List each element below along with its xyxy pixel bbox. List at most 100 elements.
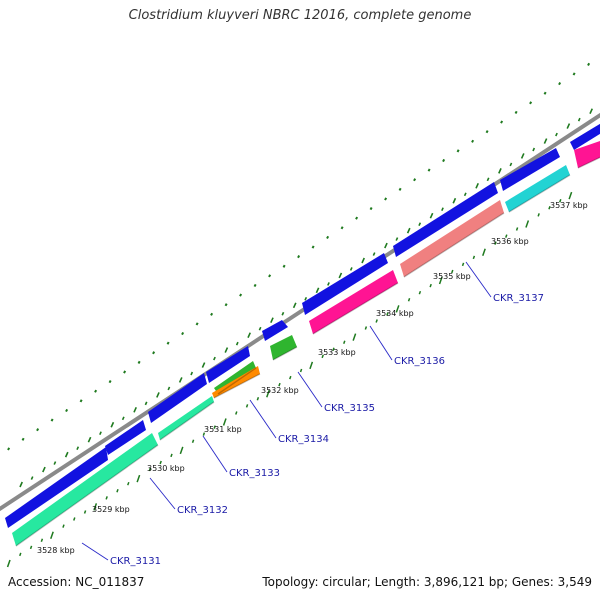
forward-cds xyxy=(148,373,207,423)
mid-dash xyxy=(201,362,206,368)
kbp-labels: 3528 kbp 3529 kbp 3530 kbp 3531 kbp 3532 kbp… xyxy=(37,201,588,555)
forward-cds xyxy=(105,420,146,455)
outer-dot xyxy=(152,351,156,355)
inner-tick xyxy=(364,326,368,330)
kbp-label: 3531 kbp xyxy=(204,425,242,434)
inner-tick xyxy=(386,312,389,316)
mid-dash xyxy=(19,481,23,488)
kbp-label: 3528 kbp xyxy=(37,546,75,555)
gene-label: CKR_3131 xyxy=(110,556,161,567)
mid-dash xyxy=(349,267,353,271)
outer-dot xyxy=(108,380,112,384)
reverse-feature xyxy=(309,270,398,334)
outer-dot xyxy=(413,178,417,182)
outer-dot xyxy=(210,312,214,316)
mid-dash xyxy=(463,192,467,197)
mid-dash xyxy=(315,287,320,294)
mid-dash xyxy=(247,332,251,338)
mid-dash xyxy=(133,407,137,413)
gene-label-leader xyxy=(369,325,393,361)
gene-labels: CKR_3131 CKR_3132 CKR_3133 CKR_3134 CKR_3135… xyxy=(81,261,544,567)
inner-tick xyxy=(559,198,562,203)
mid-dash xyxy=(498,168,502,174)
mid-dash xyxy=(429,212,434,219)
outer-dot xyxy=(79,399,83,403)
inner-tick xyxy=(568,191,573,200)
outer-dot xyxy=(471,139,475,143)
mid-dash xyxy=(532,147,536,152)
inner-tick xyxy=(40,538,44,543)
outer-dot-ticks xyxy=(7,62,591,451)
inner-tick xyxy=(222,418,227,426)
mid-dash xyxy=(406,227,411,234)
inner-tick xyxy=(299,368,303,373)
mid-dash xyxy=(144,401,148,406)
inner-tick xyxy=(191,439,195,443)
forward-cds xyxy=(393,182,498,257)
reverse-feature-edge xyxy=(272,346,298,361)
forward-cds xyxy=(206,346,250,383)
mid-dash xyxy=(292,302,297,309)
gene-label: CKR_3132 xyxy=(177,505,228,516)
inner-tick xyxy=(83,510,87,514)
mid-dash xyxy=(121,416,125,421)
mid-dash xyxy=(42,466,46,473)
outer-dot xyxy=(485,130,489,134)
inner-tick xyxy=(93,503,98,511)
inner-tick xyxy=(482,248,486,256)
mid-dash xyxy=(509,162,513,167)
mid-dash xyxy=(30,476,34,480)
forward-features xyxy=(5,123,600,528)
inner-tick xyxy=(50,531,54,539)
mid-dash xyxy=(555,132,558,137)
outer-dot xyxy=(398,187,402,191)
inner-tick xyxy=(62,524,65,528)
inner-ticks xyxy=(6,191,573,568)
kbp-label: 3534 kbp xyxy=(376,309,414,318)
mid-dash xyxy=(361,257,365,264)
inner-tick xyxy=(19,552,22,557)
mid-dash xyxy=(452,197,457,204)
inner-tick xyxy=(170,453,173,458)
outer-dot xyxy=(123,370,127,374)
outer-dot xyxy=(36,428,40,432)
mid-dash xyxy=(486,177,490,182)
inner-tick xyxy=(472,255,476,260)
outer-dot xyxy=(21,437,25,441)
reverse-feature-edge xyxy=(159,401,215,441)
inner-tick xyxy=(278,382,281,387)
mid-dash xyxy=(190,371,194,376)
inner-tick xyxy=(515,227,519,231)
mid-dash xyxy=(110,421,115,428)
gene-label-leader xyxy=(149,477,176,510)
inner-tick xyxy=(148,467,152,472)
map-title: Clostridium kluyveri NBRC 12016, complet… xyxy=(128,8,472,23)
outer-dot xyxy=(224,303,228,307)
mid-dash xyxy=(76,446,80,450)
outer-dot xyxy=(239,293,243,297)
mid-dash xyxy=(338,272,343,279)
reverse-feature xyxy=(12,433,158,546)
inner-tick xyxy=(289,375,292,380)
mid-dash-ticks xyxy=(19,108,593,488)
outer-dot xyxy=(166,341,170,345)
mid-dash xyxy=(384,242,388,249)
mid-dash xyxy=(235,341,239,346)
inner-tick xyxy=(548,206,551,210)
outer-dot xyxy=(268,274,272,278)
outer-dot xyxy=(514,110,518,115)
inner-tick xyxy=(73,517,76,521)
outer-dot xyxy=(65,408,69,413)
outer-dot xyxy=(137,360,141,364)
outer-dot xyxy=(340,226,344,230)
mid-dash xyxy=(475,182,479,189)
outer-dot xyxy=(384,197,388,201)
outer-dot xyxy=(7,447,11,451)
reverse-feature-edge xyxy=(213,373,261,399)
reverse-feature-edge xyxy=(403,212,505,278)
outer-dot xyxy=(195,322,199,326)
inner-tick xyxy=(116,489,119,493)
reverse-feature xyxy=(574,141,600,168)
mid-dash xyxy=(281,311,285,316)
gene-label: CKR_3134 xyxy=(278,434,329,445)
